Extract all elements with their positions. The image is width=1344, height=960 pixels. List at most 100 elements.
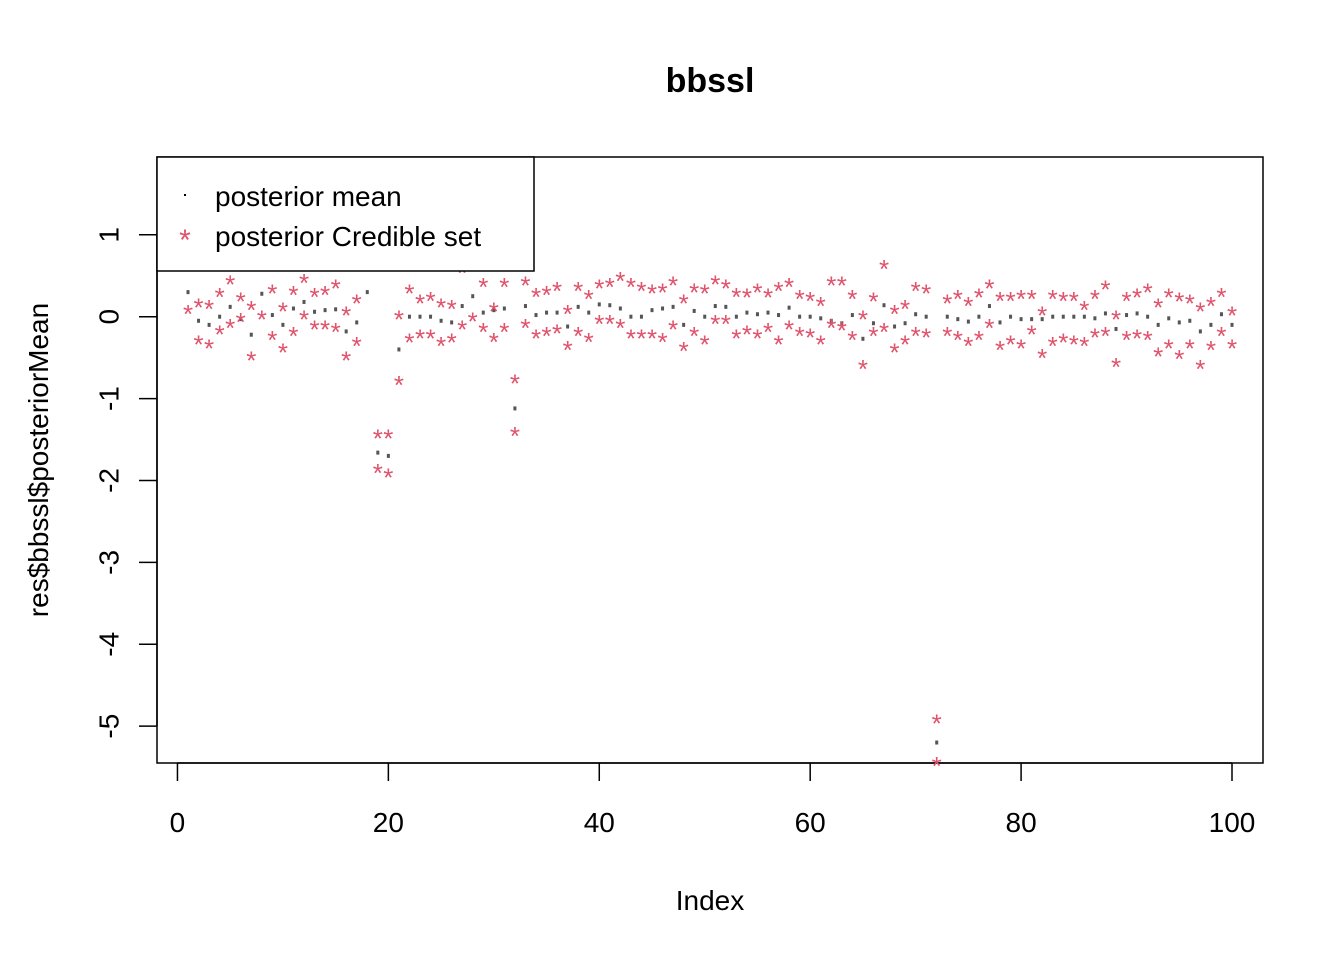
credible-point: * [594, 309, 604, 339]
credible-point: * [1069, 329, 1079, 359]
credible-point: * [404, 278, 414, 308]
credible-point: * [805, 286, 815, 316]
credible-point: * [1027, 319, 1037, 349]
credible-point: * [858, 354, 868, 384]
credible-point: * [657, 327, 667, 357]
credible-point: * [468, 306, 478, 336]
mean-point [555, 310, 559, 315]
mean-point [1061, 314, 1065, 319]
mean-point [534, 313, 538, 318]
mean-point [945, 314, 949, 319]
credible-point: * [225, 313, 235, 343]
y-tick-label: 1 [94, 227, 125, 243]
credible-point: * [383, 423, 393, 453]
credible-point: * [795, 321, 805, 351]
mean-point [1135, 311, 1139, 316]
credible-point: * [236, 287, 246, 317]
mean-point [460, 304, 464, 309]
mean-point [903, 321, 907, 326]
credible-point: * [795, 284, 805, 314]
mean-point [323, 308, 327, 313]
credible-point: * [215, 282, 225, 312]
credible-point: * [1121, 325, 1131, 355]
mean-point [1082, 314, 1086, 319]
mean-point [376, 450, 380, 455]
credible-point: * [731, 282, 741, 312]
mean-point [924, 314, 928, 319]
credible-point: * [900, 294, 910, 324]
credible-point: * [415, 324, 425, 354]
credible-point: * [478, 317, 488, 347]
y-tick-label: -3 [94, 550, 125, 575]
mean-point [861, 336, 865, 341]
credible-point: * [879, 254, 889, 284]
mean-point [819, 316, 823, 321]
credible-point: * [447, 328, 457, 358]
credible-point: * [942, 321, 952, 351]
mean-point [618, 306, 622, 311]
mean-point [956, 317, 960, 322]
credible-point: * [320, 315, 330, 345]
mean-point [608, 303, 612, 308]
credible-point: * [1143, 278, 1153, 308]
mean-point [829, 318, 833, 323]
mean-point [576, 304, 580, 309]
credible-point: * [1153, 292, 1163, 322]
mean-point [1156, 322, 1160, 327]
mean-point [1125, 313, 1129, 318]
mean-point [218, 314, 222, 319]
credible-point: * [1005, 329, 1015, 359]
credible-point: * [1048, 331, 1058, 361]
mean-point [777, 313, 781, 318]
credible-point: * [267, 325, 277, 355]
mean-point [745, 310, 749, 315]
credible-point: * [837, 315, 847, 345]
mean-point [492, 308, 496, 313]
credible-point: * [668, 270, 678, 300]
credible-point: * [847, 284, 857, 314]
mean-point [429, 314, 433, 319]
credible-point: * [1005, 286, 1015, 316]
mean-point [186, 290, 190, 295]
credible-point: * [436, 292, 446, 322]
credible-point: * [837, 270, 847, 300]
mean-point [207, 322, 211, 327]
credible-point: * [341, 346, 351, 376]
credible-point: * [1174, 344, 1184, 374]
credible-point: * [984, 313, 994, 343]
mean-point [1198, 329, 1202, 334]
credible-point: * [1090, 323, 1100, 353]
credible-point: * [858, 305, 868, 335]
credible-point: * [1174, 287, 1184, 317]
mean-point [871, 321, 875, 326]
y-tick-label: 0 [94, 309, 125, 325]
mean-point [513, 406, 517, 411]
credible-point: * [1100, 321, 1110, 351]
credible-point: * [974, 283, 984, 313]
credible-point: * [1164, 283, 1174, 313]
credible-point: * [1058, 328, 1068, 358]
credible-point: * [447, 294, 457, 324]
credible-point: * [531, 324, 541, 354]
mean-point [260, 291, 264, 296]
credible-point: * [309, 315, 319, 345]
credible-point: * [974, 325, 984, 355]
credible-point: * [193, 292, 203, 322]
credible-point: * [752, 324, 762, 354]
credible-point: * [668, 315, 678, 345]
credible-point: * [942, 288, 952, 318]
credible-point: * [510, 369, 520, 399]
mean-point [713, 304, 717, 309]
mean-point [386, 453, 390, 458]
y-tick-label: -1 [94, 386, 125, 411]
mean-point [249, 332, 253, 337]
credible-point: * [626, 272, 636, 302]
credible-point: * [763, 283, 773, 313]
mean-point [302, 299, 306, 304]
mean-point [1103, 311, 1107, 316]
mean-point [808, 314, 812, 319]
credible-point: * [1079, 295, 1089, 325]
mean-point [966, 319, 970, 324]
credible-point: * [889, 299, 899, 329]
